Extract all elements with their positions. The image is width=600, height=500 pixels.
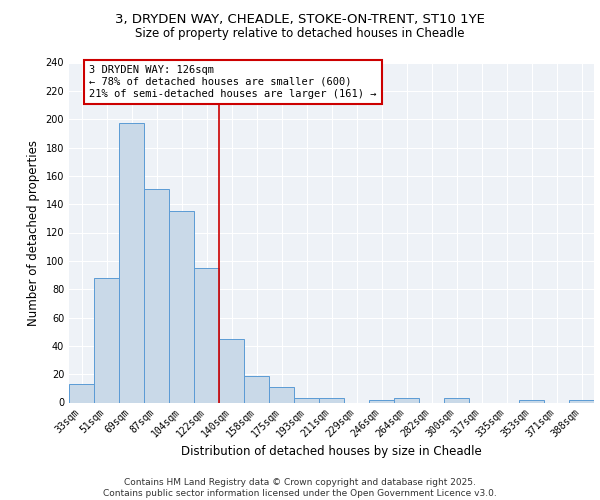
Bar bbox=[69, 384, 94, 402]
Bar bbox=[94, 278, 119, 402]
Bar bbox=[319, 398, 344, 402]
Bar bbox=[194, 268, 219, 402]
Bar bbox=[144, 188, 169, 402]
Bar bbox=[394, 398, 419, 402]
Bar bbox=[169, 211, 194, 402]
Bar bbox=[569, 400, 594, 402]
Bar bbox=[244, 376, 269, 402]
Bar bbox=[269, 387, 294, 402]
Y-axis label: Number of detached properties: Number of detached properties bbox=[27, 140, 40, 326]
Bar bbox=[119, 124, 144, 402]
Text: Contains HM Land Registry data © Crown copyright and database right 2025.
Contai: Contains HM Land Registry data © Crown c… bbox=[103, 478, 497, 498]
Bar bbox=[519, 400, 544, 402]
Bar bbox=[369, 400, 394, 402]
Bar bbox=[219, 339, 244, 402]
Text: 3 DRYDEN WAY: 126sqm
← 78% of detached houses are smaller (600)
21% of semi-deta: 3 DRYDEN WAY: 126sqm ← 78% of detached h… bbox=[89, 66, 377, 98]
Text: 3, DRYDEN WAY, CHEADLE, STOKE-ON-TRENT, ST10 1YE: 3, DRYDEN WAY, CHEADLE, STOKE-ON-TRENT, … bbox=[115, 12, 485, 26]
Text: Size of property relative to detached houses in Cheadle: Size of property relative to detached ho… bbox=[135, 28, 465, 40]
Bar bbox=[444, 398, 469, 402]
X-axis label: Distribution of detached houses by size in Cheadle: Distribution of detached houses by size … bbox=[181, 445, 482, 458]
Bar bbox=[294, 398, 319, 402]
